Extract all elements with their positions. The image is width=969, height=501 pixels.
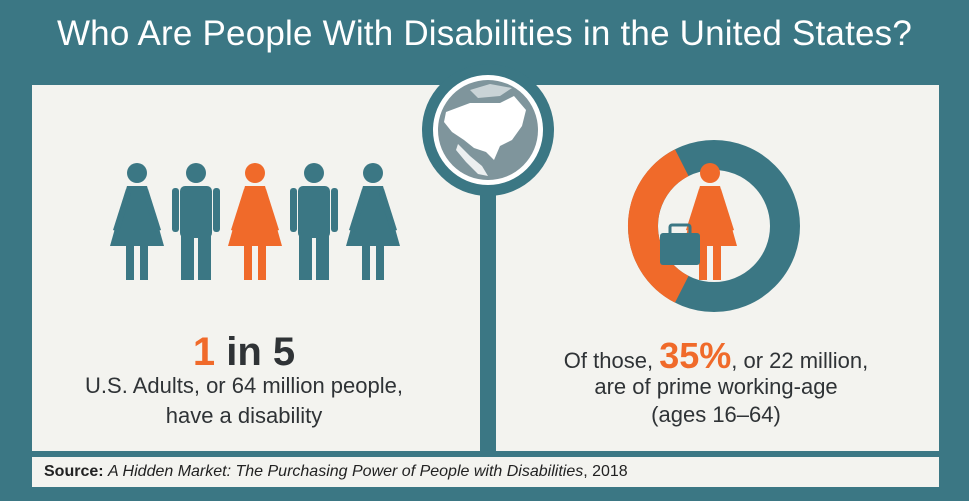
globe-icon <box>422 64 554 196</box>
left-line-1: U.S. Adults, or 64 million people, <box>85 373 403 398</box>
female-figure-icon <box>346 163 400 280</box>
left-stat: 1 in 5 <box>0 330 488 375</box>
right-line-1: Of those, 35%, or 22 million, <box>496 335 936 377</box>
source-year: , 2018 <box>583 463 628 480</box>
left-stat-number: 1 <box>192 330 216 374</box>
female-figure-icon <box>228 163 282 280</box>
male-figure-icon <box>172 163 220 280</box>
donut-working-age-slice <box>628 149 690 303</box>
divider-stem <box>480 140 496 460</box>
source-title: A Hidden Market: The Purchasing Power of… <box>108 463 584 480</box>
people-row <box>110 163 400 280</box>
right-suffix: , or 22 million, <box>731 348 869 373</box>
left-stat-rest: in 5 <box>215 330 296 374</box>
page-title: Who Are People With Disabilities in the … <box>56 14 913 53</box>
briefcase-icon <box>660 223 700 265</box>
right-percent: 35% <box>659 335 732 376</box>
right-prefix: Of those, <box>563 348 660 373</box>
right-line-2: are of prime working-age <box>594 374 838 399</box>
female-figure-icon <box>110 163 164 280</box>
donut-chart <box>628 140 800 312</box>
right-line-3: (ages 16–64) <box>651 402 781 427</box>
left-line-2: have a disability <box>165 403 323 428</box>
male-figure-icon <box>290 163 338 280</box>
working-woman-figure-icon <box>683 163 737 280</box>
source-label: Source: <box>44 463 104 480</box>
source-citation: Source: A Hidden Market: The Purchasing … <box>32 457 939 487</box>
